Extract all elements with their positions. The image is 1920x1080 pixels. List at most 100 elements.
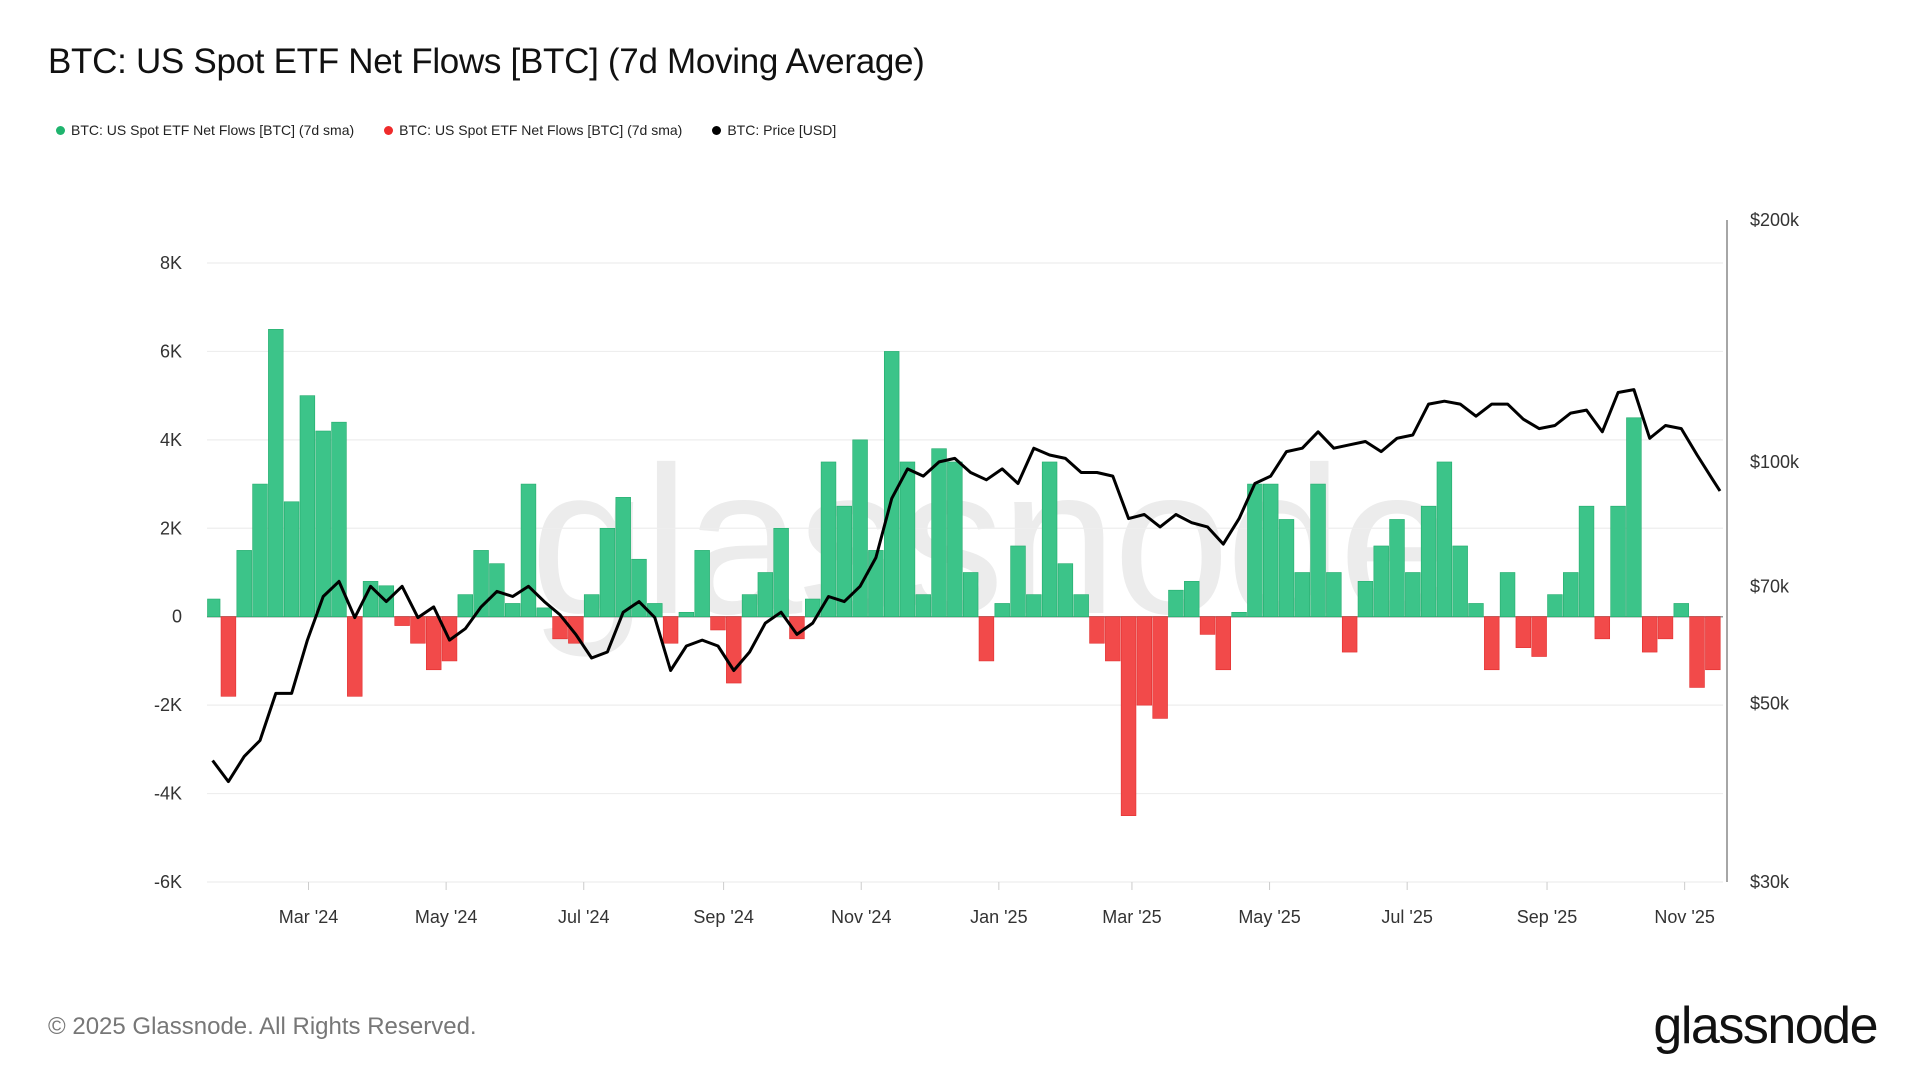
y-right-tick-label: $70k [1750,576,1790,596]
outflow-bar [220,616,237,697]
inflow-bar [331,421,347,618]
outflow-bar [978,616,995,662]
inflow-bar [457,594,474,618]
inflow-bar [1468,603,1484,618]
outflow-bar [426,616,442,671]
x-tick-label: Jul '25 [1381,907,1432,927]
inflow-bar [520,483,537,618]
inflow-bar [1673,603,1689,618]
inflow-bar [236,550,252,618]
inflow-bar [694,550,710,618]
x-tick-label: Jul '24 [558,907,609,927]
inflow-bar [741,594,758,618]
inflow-bar [1294,572,1310,618]
inflow-bar [599,527,616,618]
outflow-bar [1105,616,1121,662]
inflow-bar [1452,545,1468,618]
outflow-bar [1689,616,1705,688]
inflow-bar [1578,505,1595,618]
inflow-bar [757,572,774,618]
inflow-bar [852,439,868,618]
inflow-bar [931,448,947,618]
inflow-bar [1389,519,1405,618]
outflow-bar [347,616,363,697]
outflow-bar [1152,616,1168,719]
y-left-tick-label: -2K [154,695,182,715]
price-line [211,388,1722,784]
inflow-bar [1041,461,1058,618]
inflow-bar [836,505,853,618]
inflow-bar [1499,572,1516,618]
outflow-bar [1531,616,1547,657]
outflow-bar [1120,616,1137,816]
glassnode-logo: glassnode [1653,997,1878,1055]
outflow-bar [1705,616,1721,671]
inflow-bar [773,527,789,618]
inflow-bar [252,483,268,618]
inflow-bar [1547,594,1563,618]
x-tick-label: May '24 [415,907,477,927]
outflow-bar [568,616,584,644]
y-right-tick-label: $50k [1750,694,1790,714]
inflow-bar [1610,505,1626,618]
y-right-tick-label: $30k [1750,872,1790,892]
legend-item-outflows[interactable]: BTC: US Spot ETF Net Flows [BTC] (7d sma… [384,122,682,138]
legend-item-price[interactable]: BTC: Price [USD] [712,122,836,138]
legend-item-inflows[interactable]: BTC: US Spot ETF Net Flows [BTC] (7d sma… [56,122,354,138]
inflow-bar [1247,483,1263,618]
inflow-bar [899,461,916,618]
legend-label: BTC: US Spot ETF Net Flows [BTC] (7d sma… [71,122,355,138]
y-right-tick-label: $100k [1750,452,1800,472]
x-tick-label: May '25 [1238,907,1300,927]
chart-title: BTC: US Spot ETF Net Flows [BTC] (7d Mov… [48,42,925,81]
inflow-bar [504,603,521,618]
inflow-bar [962,572,979,618]
inflow-bar [1073,594,1089,618]
copyright: © 2025 Glassnode. All Rights Reserved. [48,1013,477,1040]
outflow-bar [1089,616,1105,644]
inflow-bar [820,461,837,618]
inflow-bar [915,594,931,618]
y-left-tick-label: 4K [160,430,182,450]
inflow-bar [283,501,300,618]
x-tick-label: Sep '24 [693,907,754,927]
inflow-bar [1278,519,1295,618]
x-tick-label: Mar '25 [1102,907,1161,927]
y-left-tick-label: 6K [160,341,182,361]
inflow-bar [1357,581,1374,618]
inflow-bar [1436,461,1453,618]
inflow-bar [1231,611,1247,618]
inflow-bar [1626,417,1642,618]
y-left-tick-label: -4K [154,784,182,804]
inflow-bar [678,611,695,618]
inflow-bar [1420,505,1437,618]
outflow-bar [1136,616,1153,706]
inflow-bar [583,594,600,618]
inflow-bar [1026,594,1042,618]
outflow-bar [394,616,410,626]
inflow-bar [947,461,963,618]
inflow-bar [315,430,331,618]
x-tick-label: Jan '25 [970,907,1027,927]
inflow-bar [1310,483,1326,618]
outflow-bar [410,616,426,644]
x-tick-label: Nov '25 [1654,907,1714,927]
legend-label: BTC: Price [USD] [727,122,837,138]
x-tick-label: Sep '25 [1517,907,1578,927]
inflow-bar [536,607,552,618]
inflow-bar [1262,483,1279,618]
legend-dot-green-icon [56,125,65,135]
outflow-bar [1657,616,1674,640]
outflow-bar [1515,616,1532,648]
inflow-bar [473,550,489,618]
inflow-bar [994,603,1010,618]
legend: BTC: US Spot ETF Net Flows [BTC] (7d sma… [56,122,836,138]
y-right-tick-label: $200k [1750,210,1800,230]
x-tick-label: Nov '24 [831,907,891,927]
legend-dot-black-icon [712,125,722,135]
y-left-tick-label: -6K [154,872,182,892]
inflow-bar [883,351,900,618]
inflow-bar [299,395,316,618]
outflow-bar [726,616,742,684]
